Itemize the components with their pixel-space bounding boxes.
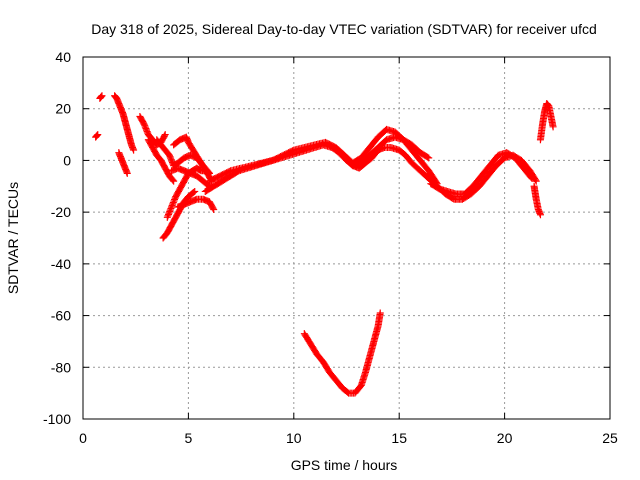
series-seg-n: [205, 125, 441, 188]
data-points: [92, 92, 557, 397]
y-tick-label: -40: [51, 256, 71, 272]
data-point: [170, 197, 178, 205]
data-point: [97, 93, 105, 101]
data-point: [527, 173, 535, 181]
data-point: [169, 176, 177, 184]
series-seg-a: [92, 131, 102, 141]
data-point: [161, 132, 169, 140]
x-tick-label: 0: [79, 430, 87, 446]
data-point: [167, 154, 175, 162]
data-point: [531, 176, 539, 184]
data-point: [165, 151, 173, 159]
data-point: [168, 203, 176, 211]
data-point: [97, 94, 105, 102]
x-tick-label: 25: [602, 430, 618, 446]
series-seg-l: [174, 195, 218, 214]
data-point: [92, 132, 100, 140]
data-point: [123, 169, 131, 177]
y-tick-label: 40: [55, 49, 71, 65]
data-point: [166, 206, 174, 214]
data-point: [171, 196, 179, 204]
series-seg-d: [115, 149, 131, 177]
data-point: [166, 207, 174, 215]
data-point: [549, 123, 557, 131]
data-point: [140, 120, 148, 128]
x-tick-label: 5: [185, 430, 193, 446]
data-point: [164, 212, 172, 220]
data-point: [424, 153, 432, 161]
data-point: [190, 188, 198, 196]
series-seg-p: [427, 149, 536, 198]
y-tick-label: -80: [51, 359, 71, 375]
y-tick-label: -20: [51, 204, 71, 220]
grid: [83, 57, 610, 419]
data-point: [166, 153, 174, 161]
data-point: [532, 177, 540, 185]
data-point: [94, 131, 102, 139]
data-point: [210, 206, 218, 214]
y-axis-label: SDTVAR / TECUs: [5, 182, 21, 294]
series-seg-o: [332, 133, 433, 170]
y-tick-label: 0: [63, 152, 71, 168]
chart-title: Day 318 of 2025, Sidereal Day-to-day VTE…: [91, 21, 597, 37]
data-point: [168, 201, 176, 209]
series-seg-s: [300, 309, 384, 397]
series-seg-f: [144, 136, 178, 185]
data-point: [163, 213, 171, 221]
data-point: [141, 123, 149, 131]
data-point: [165, 210, 173, 218]
series-seg-c: [111, 92, 138, 154]
data-point: [170, 177, 178, 185]
data-point: [543, 100, 551, 108]
data-point: [169, 200, 177, 208]
y-tick-label: -60: [51, 308, 71, 324]
data-point: [161, 131, 169, 139]
x-tick-label: 10: [286, 430, 302, 446]
series-seg-b: [96, 92, 106, 102]
data-point: [209, 204, 217, 212]
data-point: [141, 122, 149, 130]
data-point: [93, 131, 101, 139]
data-point: [142, 125, 150, 133]
data-point: [167, 204, 175, 212]
y-tick-label: -100: [43, 411, 71, 427]
plot-border: [82, 56, 611, 420]
data-point: [169, 199, 177, 207]
data-point: [167, 156, 175, 164]
data-point: [528, 175, 536, 183]
data-point: [130, 146, 138, 154]
data-point: [168, 157, 176, 165]
data-point: [191, 187, 199, 195]
data-point: [165, 209, 173, 217]
data-point: [143, 128, 151, 136]
data-point: [536, 211, 544, 219]
data-point: [425, 154, 433, 162]
data-point: [98, 92, 106, 100]
series-seg-q: [530, 182, 544, 219]
x-tick-label: 15: [391, 430, 407, 446]
y-tick-label: 20: [55, 101, 71, 117]
series-seg-r: [536, 100, 557, 144]
x-axis-label: GPS time / hours: [291, 457, 398, 473]
plot-area: [83, 57, 610, 419]
data-point: [376, 309, 384, 317]
x-tick-label: 20: [497, 430, 513, 446]
data-point: [143, 126, 151, 134]
